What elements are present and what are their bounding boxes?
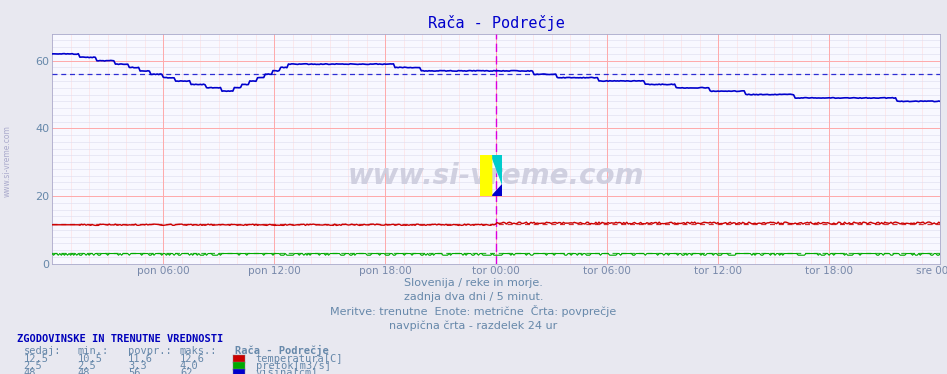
Text: Rača - Podrečje: Rača - Podrečje (235, 345, 329, 356)
Bar (480, 156, 491, 196)
Text: 4,0: 4,0 (180, 361, 199, 371)
Text: maks.:: maks.: (180, 346, 218, 356)
Text: min.:: min.: (78, 346, 109, 356)
Text: zadnja dva dni / 5 minut.: zadnja dva dni / 5 minut. (403, 292, 544, 302)
Text: temperatura[C]: temperatura[C] (256, 354, 343, 364)
Text: 3,3: 3,3 (128, 361, 147, 371)
Text: 12,6: 12,6 (180, 354, 205, 364)
Text: navpična črta - razdelek 24 ur: navpična črta - razdelek 24 ur (389, 320, 558, 331)
Text: 48: 48 (78, 368, 90, 374)
Text: 2,5: 2,5 (78, 361, 97, 371)
Text: 56: 56 (128, 368, 140, 374)
Text: 11,6: 11,6 (128, 354, 152, 364)
Text: 62: 62 (180, 368, 192, 374)
Text: 10,5: 10,5 (78, 354, 102, 364)
Title: Rača - Podrečje: Rača - Podrečje (428, 15, 564, 31)
Text: 2,5: 2,5 (24, 361, 43, 371)
Text: ZGODOVINSKE IN TRENUTNE VREDNOSTI: ZGODOVINSKE IN TRENUTNE VREDNOSTI (17, 334, 223, 344)
Text: 48: 48 (24, 368, 36, 374)
Polygon shape (488, 156, 491, 196)
Text: Meritve: trenutne  Enote: metrične  Črta: povprečje: Meritve: trenutne Enote: metrične Črta: … (331, 304, 616, 316)
Text: sedaj:: sedaj: (24, 346, 62, 356)
Text: višina[cm]: višina[cm] (256, 368, 318, 374)
Text: pretok[m3/s]: pretok[m3/s] (256, 361, 331, 371)
Text: povpr.:: povpr.: (128, 346, 171, 356)
Polygon shape (491, 156, 503, 184)
Text: 12,5: 12,5 (24, 354, 48, 364)
Text: www.si-vreme.com: www.si-vreme.com (3, 125, 12, 197)
Text: www.si-vreme.com: www.si-vreme.com (348, 162, 645, 190)
Text: Slovenija / reke in morje.: Slovenija / reke in morje. (404, 278, 543, 288)
Polygon shape (491, 184, 503, 196)
